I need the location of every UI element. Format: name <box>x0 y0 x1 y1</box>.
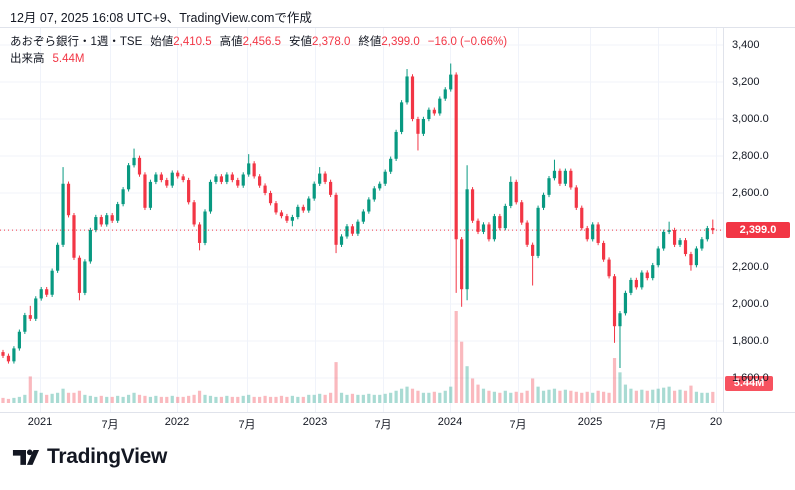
time-axis-label: 7月 <box>509 419 527 431</box>
time-axis-label: 2021 <box>27 416 53 428</box>
time-axis-label: 7月 <box>649 419 667 431</box>
time-axis-label: 7月 <box>238 419 256 431</box>
volume-label: 出来高 <box>10 53 45 65</box>
time-axis-label: 2022 <box>164 416 190 428</box>
price-axis-label: 2,000.0 <box>732 298 769 310</box>
price-axis-label: 1,800.0 <box>732 335 769 347</box>
legend: あおぞら銀行・1週・TSE 始値2,410.5 高値2,456.5 安値2,378.0… <box>10 34 507 68</box>
price-axis-label: 2,800.0 <box>732 150 769 162</box>
time-axis-label: 2024 <box>437 416 463 428</box>
price-axis-label: 3,200 <box>732 76 760 88</box>
creation-attribution: 12月 07, 2025 16:08 UTC+9、TradingView.com… <box>0 0 795 28</box>
candlestick-chart[interactable] <box>0 28 723 412</box>
price-axis-label: 2,200.0 <box>732 261 769 273</box>
time-axis-label: 2023 <box>302 416 328 428</box>
legend-field: 高値2,456.5 <box>219 36 282 48</box>
price-axis[interactable]: 2,399.0 5.44M 3,400 3,200 3,000.0 2,800.0 2,… <box>723 28 795 431</box>
legend-volume-row: 出来高 5.44M <box>10 51 507 68</box>
time-axis-label: 20 <box>709 416 723 428</box>
price-axis-label: 2,600.0 <box>732 187 769 199</box>
time-axis-label: 7月 <box>101 419 119 431</box>
change-value: −16.0 (−0.66%) <box>427 36 508 48</box>
tradingview-logo-text: TradingView <box>47 445 168 468</box>
current-price-badge: 2,399.0 <box>726 222 790 238</box>
chart-area[interactable]: あおぞら銀行・1週・TSE 始値2,410.5 高値2,456.5 安値2,378.0… <box>0 28 723 412</box>
time-axis-label: 2025 <box>577 416 603 428</box>
legend-fields: 始値2,410.5 高値2,456.5 安値2,378.0 終値2,399.0 <box>150 34 428 51</box>
price-axis-label: 3,000.0 <box>732 113 769 125</box>
footer: TradingView <box>0 431 795 490</box>
tradingview-logo-icon <box>12 449 40 465</box>
time-axis-label: 7月 <box>374 419 392 431</box>
price-axis-label: 3,400 <box>732 39 760 51</box>
symbol-title: あおぞら銀行・1週・TSE <box>10 36 143 48</box>
legend-ohlc-row: あおぞら銀行・1週・TSE 始値2,410.5 高値2,456.5 安値2,378.0… <box>10 34 507 51</box>
price-axis-label: 1,600.0 <box>732 372 769 384</box>
legend-field: 終値2,399.0 <box>358 36 420 48</box>
legend-field: 始値2,410.5 <box>150 36 212 48</box>
axis-corner <box>723 412 795 431</box>
time-axis[interactable]: 2021 7月 2022 7月 2023 7月 2024 7月 2025 7月 20 <box>0 412 723 431</box>
tradingview-logo-link[interactable]: TradingView <box>12 445 167 469</box>
current-volume-badge: 5.44M <box>725 376 773 391</box>
volume-value: 5.44M <box>52 53 85 65</box>
legend-field: 安値2,378.0 <box>289 36 351 48</box>
